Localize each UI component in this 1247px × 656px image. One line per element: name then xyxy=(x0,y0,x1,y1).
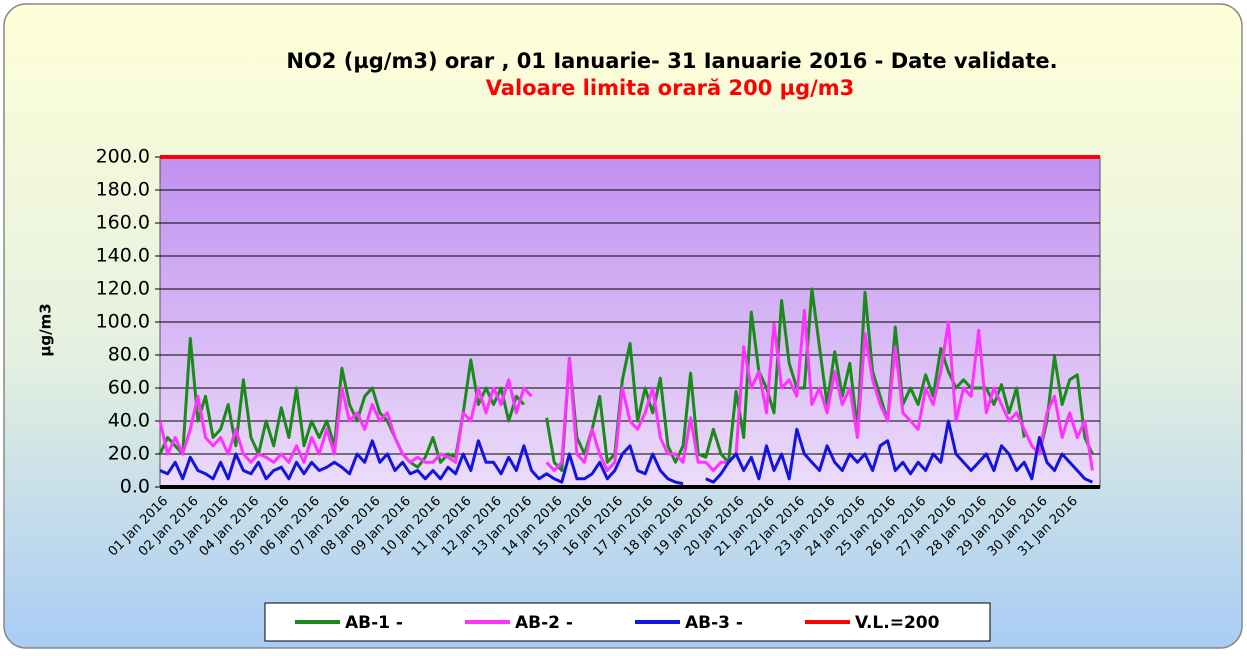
y-tick-label: 160.0 xyxy=(96,212,150,234)
y-tick-label: 200.0 xyxy=(96,146,150,168)
y-tick-label: 120.0 xyxy=(96,278,150,300)
series-line xyxy=(158,308,1094,472)
y-tick-label: 140.0 xyxy=(96,245,150,267)
legend-label: AB-2 - xyxy=(515,613,573,633)
y-tick-label: 60.0 xyxy=(108,377,150,399)
y-tick-label: 40.0 xyxy=(108,410,150,432)
y-tick-label: 20.0 xyxy=(108,443,150,465)
y-tick-label: 0.0 xyxy=(120,476,150,498)
legend-label: V.L.=200 xyxy=(855,613,940,633)
y-tick-label: 180.0 xyxy=(96,179,150,201)
series-line xyxy=(159,419,1093,486)
chart-subtitle: Valoare limita orară 200 µg/m3 xyxy=(486,76,855,100)
y-axis-label: µg/m3 xyxy=(37,303,55,356)
y-tick-label: 100.0 xyxy=(96,311,150,333)
legend-label: AB-3 - xyxy=(685,613,743,633)
y-tick-label: 80.0 xyxy=(108,344,150,366)
chart-title: NO2 (µg/m3) orar , 01 Ianuarie- 31 Ianua… xyxy=(286,49,1057,73)
legend xyxy=(264,602,991,642)
legend-label: AB-1 - xyxy=(345,613,403,633)
